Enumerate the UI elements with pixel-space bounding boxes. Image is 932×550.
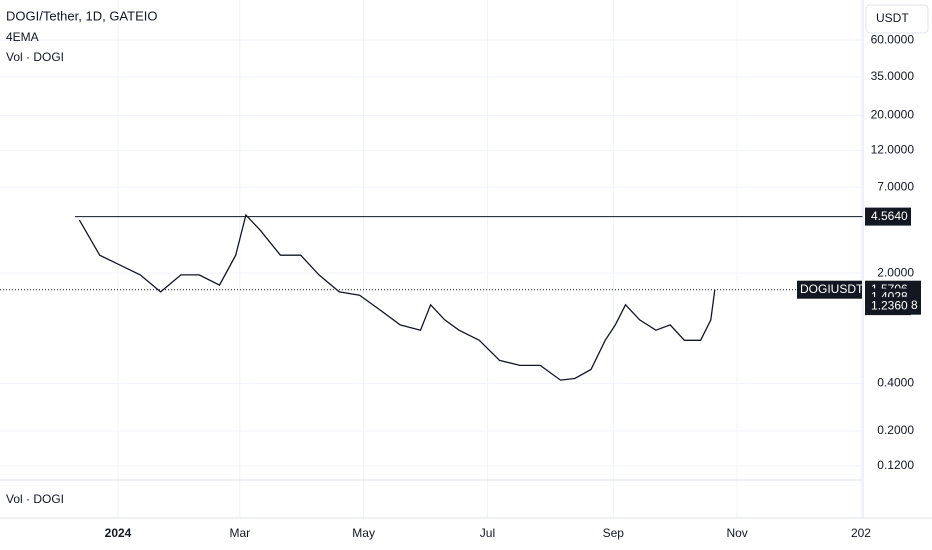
indicator-label: 4EMA: [6, 30, 39, 44]
y-tick-label: 7.0000: [877, 179, 914, 193]
y-tick-label: 20.0000: [871, 108, 915, 122]
currency-label[interactable]: USDT: [876, 11, 909, 25]
level-label: 1.2360: [871, 298, 908, 312]
y-tick-label: 60.0000: [871, 32, 915, 46]
volume-pane-label: Vol · DOGI: [6, 492, 64, 506]
y-tick-label: 0.4000: [877, 376, 914, 390]
y-tick-label: 2.0000: [877, 265, 914, 279]
x-tick-label: Sep: [603, 526, 625, 540]
symbol-label: DOGIUSDT: [800, 282, 864, 296]
y-tick-label: 12.0000: [871, 143, 915, 157]
x-tick-label: Mar: [229, 526, 250, 540]
x-tick-label: Nov: [726, 526, 747, 540]
x-tick-label: 202: [851, 526, 871, 540]
x-tick-label: May: [352, 526, 375, 540]
level-label-box: [865, 297, 911, 316]
y-tick-label: 0.1200: [877, 458, 914, 472]
symbol-label-box: [797, 280, 862, 299]
y-tick-label: 0.2000: [877, 423, 914, 437]
x-tick-label: 2024: [105, 526, 132, 540]
price-line: [78, 213, 716, 381]
x-tick-label: Jul: [480, 526, 495, 540]
currency-button[interactable]: [865, 4, 929, 34]
chart-title: DOGI/Tether, 1D, GATEIO: [6, 8, 157, 23]
y-tick-label: 35.0000: [871, 69, 915, 83]
level-label-box: [865, 207, 911, 226]
indicator-label: Vol · DOGI: [6, 50, 64, 64]
level-label: 4.5640: [871, 209, 908, 223]
